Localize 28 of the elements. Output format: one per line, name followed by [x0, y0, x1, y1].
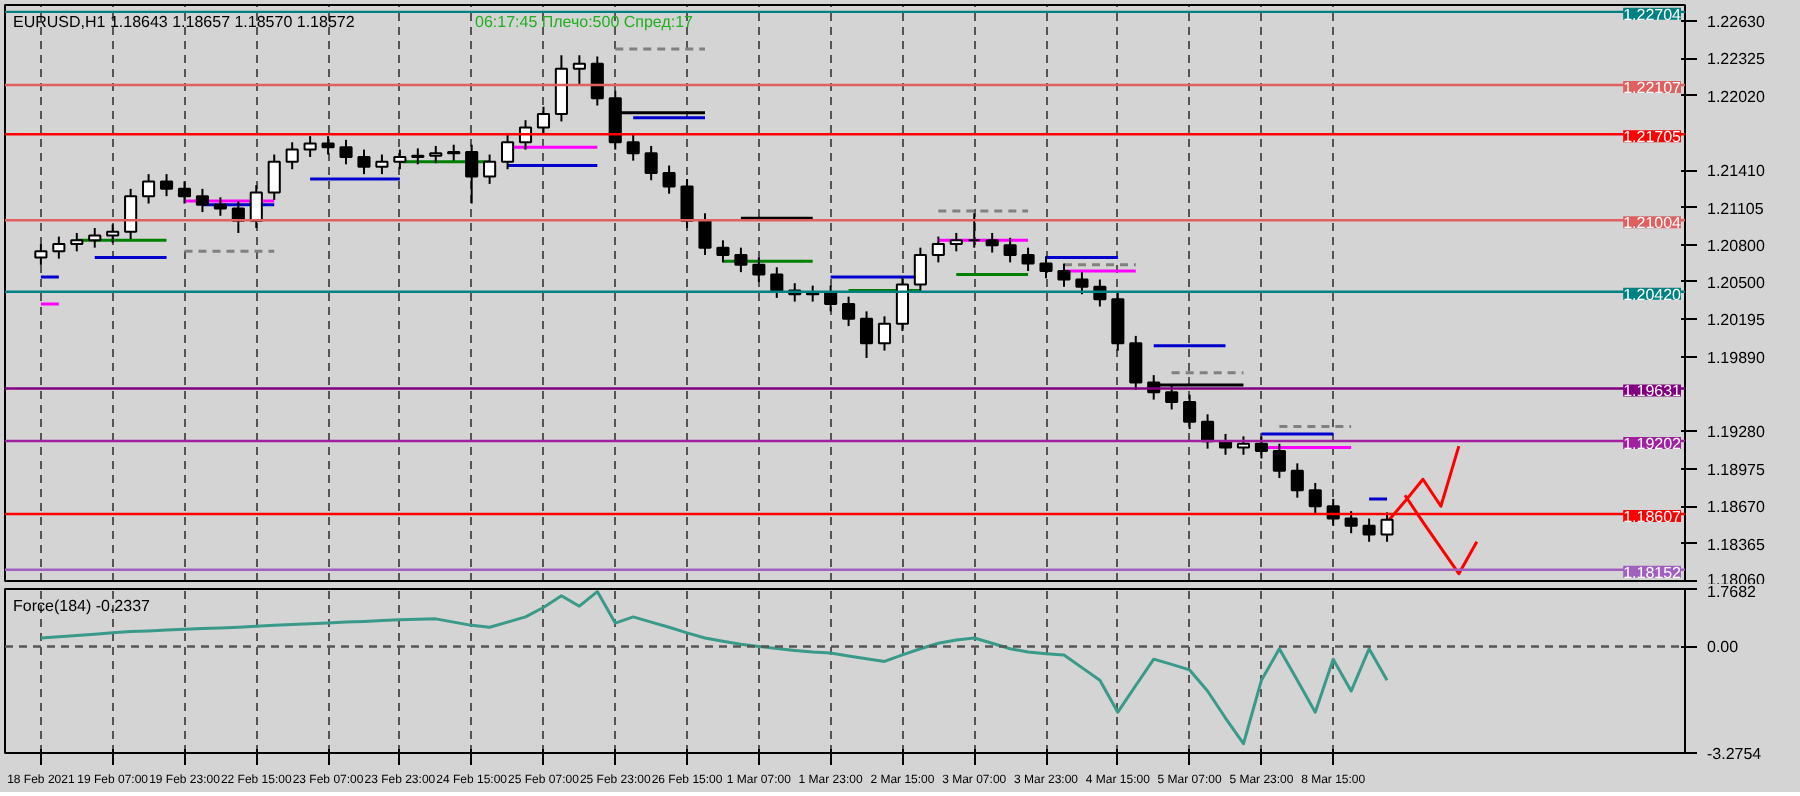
- y-tick-label: -3.2754: [1707, 745, 1763, 763]
- y-tick-label: 1.20500: [1707, 273, 1766, 292]
- y-tick-label: 1.22325: [1707, 50, 1766, 69]
- ref-line-label: 1.21004: [1623, 214, 1683, 233]
- y-tick-label: 1.21105: [1707, 199, 1765, 218]
- ref-line-label: 1.19202: [1623, 435, 1683, 454]
- text: EURUSD,H1 1.18643 1.18657 1.18570 1.18572: [13, 13, 356, 31]
- y-tick-label: 1.19280: [1707, 423, 1766, 442]
- ref-line-label: 1.21705: [1623, 128, 1683, 147]
- ref-line-label: 1.19631: [1623, 382, 1683, 401]
- y-tick-label: 1.22630: [1707, 12, 1766, 31]
- y-tick-label: 1.18365: [1707, 535, 1766, 554]
- y-tick-label: 1.19890: [1707, 348, 1766, 367]
- ref-line-label: 1.18152: [1623, 563, 1683, 582]
- ref-line-label: 1.20420: [1623, 285, 1683, 304]
- y-tick-label: 1.18975: [1707, 460, 1766, 479]
- y-tick-label: 1.18670: [1707, 498, 1766, 517]
- ref-line-label: 1.22107: [1623, 79, 1683, 98]
- text: Force(184) -0.2337: [13, 597, 152, 615]
- text: 06:17:45 Плечо:500 Спред:17: [475, 13, 695, 31]
- y-tick-label: 1.7682: [1707, 583, 1758, 601]
- ref-line-label: 1.22704: [1623, 5, 1683, 24]
- y-tick-label: 1.21410: [1707, 162, 1766, 181]
- y-tick-label: 0.00: [1707, 638, 1740, 657]
- y-tick-label: 1.20800: [1707, 237, 1766, 256]
- y-tick-label: 1.20195: [1707, 311, 1766, 330]
- y-tick-label: 1.22020: [1707, 87, 1766, 106]
- ref-line-label: 1.18607: [1623, 507, 1683, 526]
